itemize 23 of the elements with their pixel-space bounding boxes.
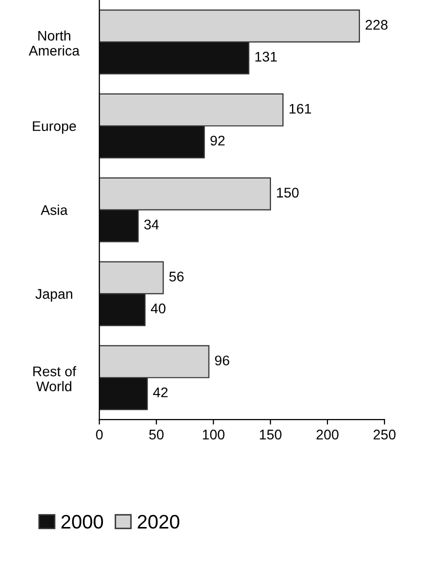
- legend-label: 2020: [138, 514, 180, 529]
- x-tick-label: 250: [374, 430, 396, 440]
- y-tick-label: Rest of World: [33, 366, 76, 392]
- y-tick-label: Japan: [35, 289, 72, 302]
- data-label: 228: [366, 20, 388, 30]
- x-tick-label: 50: [149, 430, 164, 440]
- data-label: 34: [144, 220, 159, 230]
- data-label: 96: [215, 356, 230, 366]
- x-tick-label: 100: [202, 430, 224, 440]
- y-tick-label: Europe: [32, 121, 76, 134]
- data-label: 161: [290, 104, 312, 114]
- legend-label: 2000: [61, 514, 103, 529]
- data-label: 150: [277, 188, 299, 198]
- data-label: 56: [169, 272, 184, 282]
- y-tick-label: North America: [28, 30, 80, 56]
- x-tick-label: 150: [260, 430, 282, 440]
- data-label: 131: [255, 52, 277, 62]
- x-tick-label: 0: [96, 430, 103, 440]
- y-tick-label: Asia: [40, 204, 68, 215]
- data-label: 42: [153, 387, 168, 398]
- x-tick-label: 200: [316, 430, 338, 440]
- data-label: 40: [150, 304, 166, 314]
- data-label: 92: [210, 136, 225, 146]
